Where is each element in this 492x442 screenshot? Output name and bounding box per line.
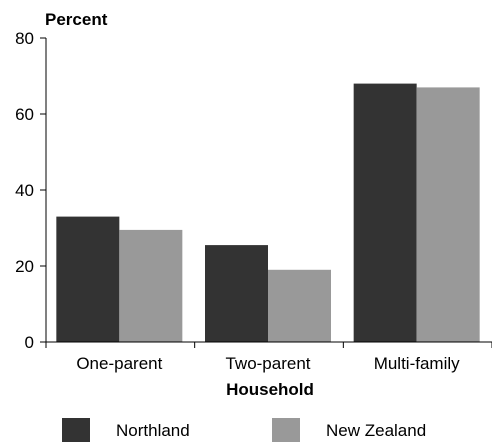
legend: Northland New Zealand [62,418,426,442]
bar-northland-two-parent [205,245,268,342]
bars [56,83,480,343]
y-tick-label: 60 [15,105,34,124]
x-category-label: Multi-family [374,354,460,373]
y-tick-label: 0 [25,333,34,352]
y-axis-title: Percent [45,10,108,29]
bar-northland-multi-family [353,83,417,342]
bar-new-zealand-multi-family [416,87,480,343]
x-category-label: Two-parent [225,354,310,373]
bar-new-zealand-two-parent [268,269,331,342]
x-axis-title: Household [226,380,314,399]
bar-northland-one-parent [56,216,120,342]
x-category-label: One-parent [76,354,162,373]
legend-swatch-new-zealand [272,418,300,442]
y-tick-label: 80 [15,29,34,48]
y-tick-label: 40 [15,181,34,200]
legend-swatch-northland [62,418,90,442]
x-axis-categories: One-parent Two-parent Multi-family [45,342,492,373]
legend-label-northland: Northland [116,421,190,440]
legend-label-new-zealand: New Zealand [326,421,426,440]
y-tick-label: 20 [15,257,34,276]
bar-new-zealand-one-parent [119,229,183,342]
y-axis-ticks: 0 20 40 60 80 [15,29,46,352]
